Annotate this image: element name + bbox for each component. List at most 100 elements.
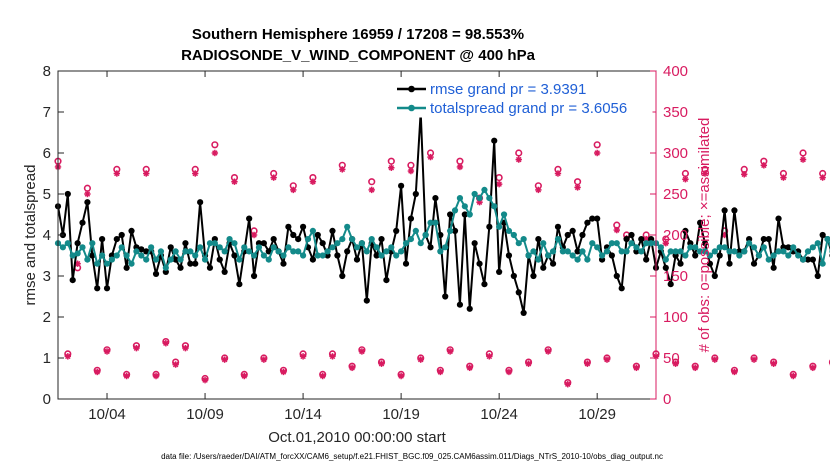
y-left-tick-label: 7 <box>43 104 51 121</box>
series-point-rmse <box>775 215 782 222</box>
series-point-totalspread <box>682 252 689 259</box>
series-point-totalspread <box>814 240 821 247</box>
series-point-totalspread <box>329 244 336 251</box>
obs-assimilated-marker <box>290 186 297 194</box>
series-point-totalspread <box>775 248 782 255</box>
series-point-rmse <box>339 272 346 280</box>
series-point-totalspread <box>89 240 96 247</box>
series-point-rmse <box>692 252 699 259</box>
series-point-totalspread <box>138 252 145 259</box>
series-point-totalspread <box>476 195 483 202</box>
series-point-rmse <box>427 244 434 251</box>
series-point-rmse <box>152 270 160 278</box>
series-point-totalspread <box>358 240 366 247</box>
series-point-totalspread <box>295 248 302 255</box>
series-point-totalspread <box>623 248 630 255</box>
series-point-rmse <box>378 236 385 243</box>
series-point-totalspread <box>319 252 326 259</box>
series-point-rmse <box>412 190 419 198</box>
obs-possible-marker <box>681 169 690 178</box>
obs-assimilated-marker <box>466 364 473 372</box>
series-point-totalspread <box>741 248 748 255</box>
series-layer <box>54 108 830 316</box>
obs-assimilated-marker <box>241 372 248 380</box>
series-point-rmse <box>99 236 106 243</box>
series-point-totalspread <box>442 244 449 251</box>
series-line-rmse <box>57 111 830 314</box>
obs-assimilated-marker <box>544 348 552 355</box>
obs-assimilated-marker <box>770 360 777 367</box>
series-point-rmse <box>515 289 522 296</box>
series-point-rmse <box>594 215 601 222</box>
series-point-rmse <box>118 231 125 239</box>
obs-assimilated-marker <box>221 356 228 363</box>
series-point-totalspread <box>211 240 218 247</box>
x-tick-label: 10/24 <box>480 406 518 423</box>
series-point-totalspread <box>241 244 248 251</box>
legend-rmse-label: rmse grand pr = 3.9391 <box>430 81 586 98</box>
series-point-totalspread <box>765 256 772 263</box>
series-point-totalspread <box>324 248 331 255</box>
obs-assimilated-marker <box>348 364 356 372</box>
series-point-totalspread <box>535 256 542 263</box>
series-point-rmse <box>510 272 517 280</box>
obs-assimilated-marker <box>84 190 91 198</box>
obs-assimilated-marker <box>809 364 817 372</box>
series-point-totalspread <box>461 203 468 210</box>
obs-assimilated-marker <box>152 372 160 380</box>
series-point-totalspread <box>598 252 606 259</box>
series-point-rmse <box>236 281 243 288</box>
series-point-totalspread <box>334 240 341 247</box>
series-point-totalspread <box>515 240 522 247</box>
series-point-totalspread <box>123 252 130 259</box>
series-point-rmse <box>442 293 449 300</box>
obs-assimilated-marker <box>103 348 111 355</box>
obs-assimilated-marker <box>446 348 454 355</box>
chart-title: Southern Hemisphere 16959 / 17208 = 98.5… <box>192 26 524 43</box>
series-point-rmse <box>250 272 258 280</box>
series-point-rmse <box>809 256 816 263</box>
left-y-axis: 0 1 2 3 4 5 6 7 8 <box>43 63 64 408</box>
series-point-rmse <box>329 227 336 234</box>
obs-assimilated-marker <box>495 180 503 188</box>
series-point-totalspread <box>638 248 645 255</box>
series-point-rmse <box>285 223 292 230</box>
series-point-totalspread <box>64 240 71 247</box>
series-point-rmse <box>113 236 120 243</box>
series-point-totalspread <box>402 240 410 247</box>
series-point-rmse <box>667 281 674 288</box>
chart-subtitle: RADIOSONDE_V_WIND_COMPONENT @ 400 hPa <box>181 47 536 64</box>
series-point-totalspread <box>388 244 395 251</box>
series-point-rmse <box>216 256 223 263</box>
series-point-totalspread <box>246 248 253 255</box>
series-point-rmse <box>750 260 758 267</box>
obs-assimilated-marker <box>339 166 346 173</box>
series-point-totalspread <box>456 195 464 202</box>
series-point-rmse <box>172 256 179 263</box>
series-point-totalspread <box>692 244 699 251</box>
series-point-totalspread <box>481 186 488 193</box>
series-point-rmse <box>383 277 390 284</box>
series-point-rmse <box>589 215 596 222</box>
series-point-totalspread <box>187 248 194 255</box>
series-point-totalspread <box>236 256 243 263</box>
series-point-totalspread <box>785 252 792 259</box>
series-point-totalspread <box>520 236 527 243</box>
y-left-tick-label: 8 <box>43 63 51 80</box>
obs-possible-marker <box>387 157 395 165</box>
series-point-rmse <box>486 223 493 230</box>
obs-assimilated-marker <box>662 240 670 247</box>
obs-assimilated-marker <box>192 170 199 177</box>
series-point-totalspread <box>344 223 351 230</box>
series-point-totalspread <box>152 256 160 263</box>
obs-assimilated-marker <box>309 178 317 185</box>
series-point-totalspread <box>339 236 346 243</box>
obs-possible-marker <box>407 161 415 169</box>
series-point-totalspread <box>177 256 184 263</box>
y-left-tick-label: 3 <box>43 268 51 285</box>
series-point-rmse <box>299 223 307 230</box>
obs-assimilated-marker <box>692 364 699 372</box>
obs-assimilated-marker <box>515 156 522 163</box>
series-point-totalspread <box>192 252 199 259</box>
series-point-rmse <box>402 260 410 267</box>
